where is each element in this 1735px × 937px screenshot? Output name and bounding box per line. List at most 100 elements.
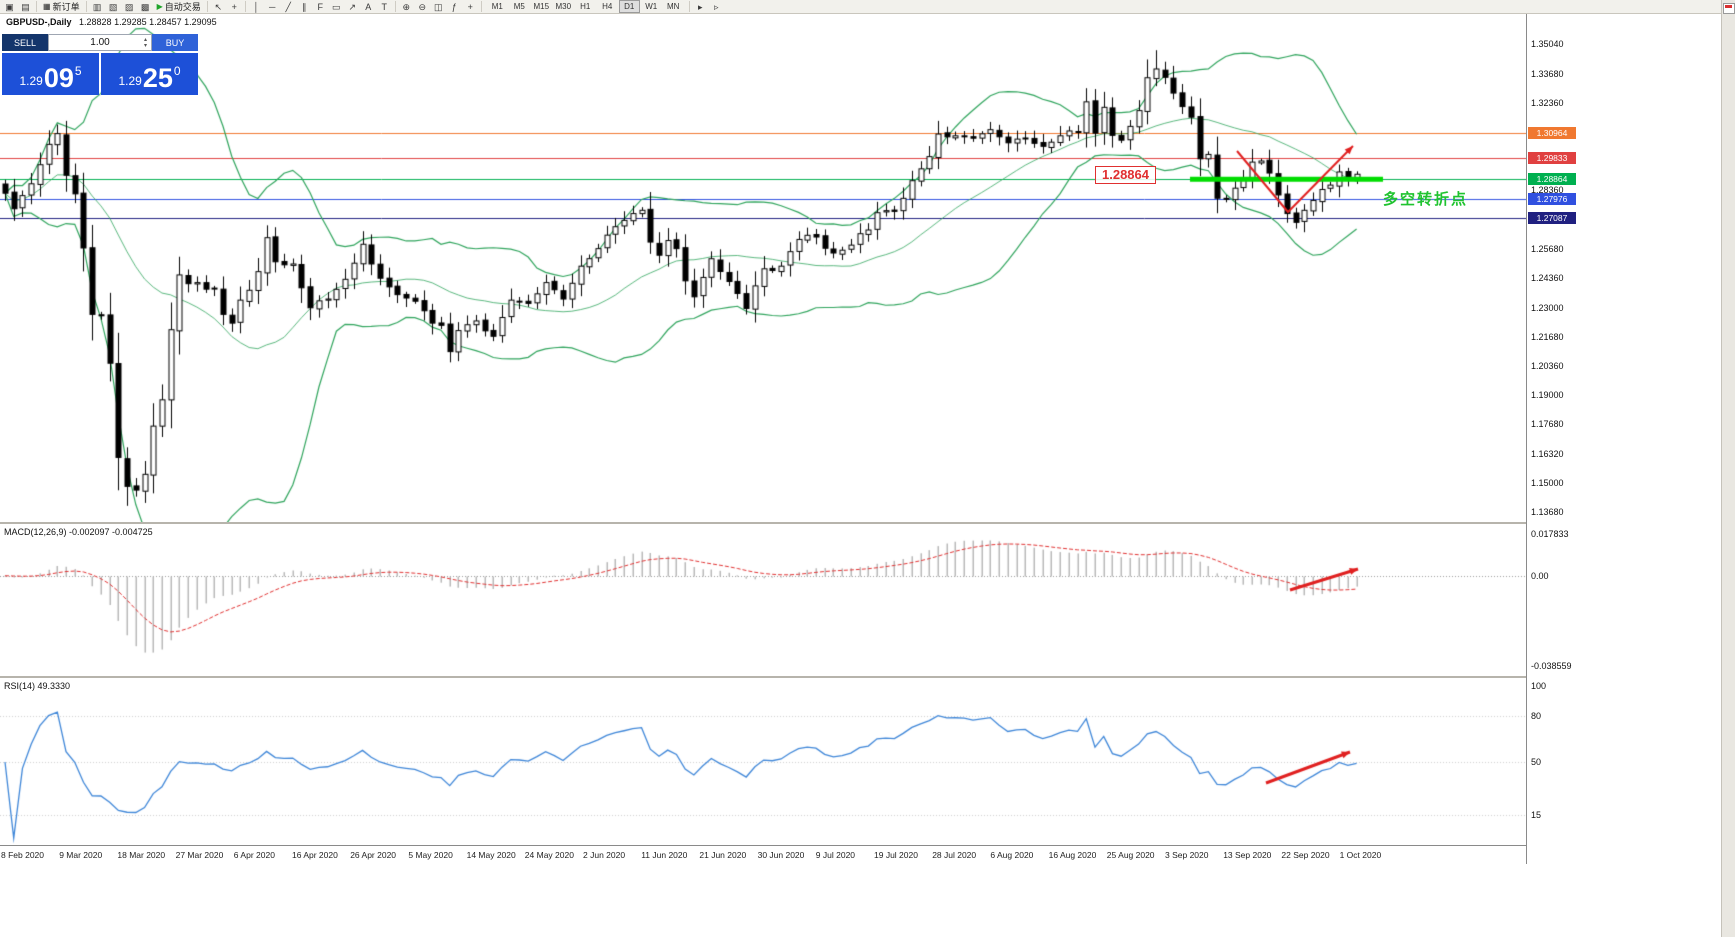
window-separator-rsi[interactable] bbox=[0, 676, 1726, 678]
sell-price-big: 09 bbox=[43, 63, 74, 93]
vertical-line-icon[interactable]: │ bbox=[253, 1, 260, 12]
price-tick-1.23000: 1.23000 bbox=[1531, 302, 1564, 313]
volume-down-icon[interactable]: ▾ bbox=[143, 42, 147, 49]
autotrading-button[interactable]: ▶ 自动交易 bbox=[154, 1, 204, 13]
price-tick-1.35040: 1.35040 bbox=[1531, 39, 1564, 49]
side-strip-icon[interactable] bbox=[1723, 3, 1735, 14]
timeframe-m15[interactable]: M15 bbox=[533, 2, 550, 11]
sell-price-sup: 5 bbox=[74, 64, 82, 78]
date-label: 14 May 2020 bbox=[466, 850, 516, 860]
buy-price-box[interactable]: 1.29 25 0 bbox=[101, 53, 198, 95]
symbol-label: GBPUSD-,Daily bbox=[6, 17, 72, 27]
text-label-icon[interactable]: T bbox=[381, 1, 388, 12]
cursor-icon[interactable]: ↖ bbox=[214, 1, 223, 12]
price-axis[interactable]: 1.350401.336801.323601.310401.296801.283… bbox=[1526, 14, 1723, 864]
market-watch-icon[interactable]: ▥ bbox=[92, 1, 102, 12]
volume-up-icon[interactable]: ▴ bbox=[143, 36, 147, 43]
tile-windows-icon[interactable]: ◫ bbox=[433, 1, 443, 12]
toolbar-separator bbox=[688, 1, 690, 12]
new-order-button-label: 新订单 bbox=[52, 2, 80, 12]
new-order-button[interactable]: ▦ 新订单 bbox=[40, 1, 83, 13]
rsi-tick-80: 80 bbox=[1531, 711, 1542, 722]
price-tick-1.13680: 1.13680 bbox=[1531, 507, 1564, 517]
price-tick-1.21680: 1.21680 bbox=[1531, 331, 1564, 342]
zoom-out-icon[interactable]: ⊖ bbox=[418, 1, 427, 12]
date-label: 5 May 2020 bbox=[408, 850, 453, 860]
macd-canvas[interactable] bbox=[0, 524, 1526, 676]
shapes-icon[interactable]: ▭ bbox=[331, 1, 341, 12]
date-label: 13 Sep 2020 bbox=[1223, 850, 1272, 860]
text-icon[interactable]: A bbox=[365, 1, 372, 12]
one-click-trading-panel: SELL 1.00 ▴ ▾ BUY 1.29 09 5 1.29 25 0 bbox=[2, 34, 198, 95]
price-annotation-label[interactable]: 1.28864 bbox=[1095, 166, 1156, 184]
new-chart-icon[interactable]: ▣ bbox=[5, 1, 14, 12]
autotrading-button-icon: ▶ bbox=[156, 2, 163, 11]
date-label: 27 Mar 2020 bbox=[175, 850, 224, 860]
macd-tick-0.00: 0.00 bbox=[1531, 570, 1549, 581]
price-tick-1.19000: 1.19000 bbox=[1531, 390, 1564, 401]
price-tick-1.33680: 1.33680 bbox=[1531, 68, 1564, 79]
date-label: 9 Jul 2020 bbox=[815, 850, 856, 860]
chart-shift-icon[interactable]: ▸ bbox=[697, 1, 703, 12]
chart-profiles-icon[interactable]: ▤ bbox=[21, 1, 30, 12]
timeframe-d1[interactable]: D1 bbox=[618, 0, 640, 13]
date-label: 19 Jul 2020 bbox=[874, 850, 918, 860]
rsi-label: RSI(14) 49.3330 bbox=[4, 681, 71, 691]
timeframe-m1[interactable]: M1 bbox=[491, 2, 503, 11]
price-tick-1.15000: 1.15000 bbox=[1531, 478, 1564, 489]
date-label: 9 Mar 2020 bbox=[59, 850, 103, 860]
price-tag-1.27976: 1.27976 bbox=[1528, 192, 1576, 205]
price-tag-1.30964: 1.30964 bbox=[1528, 127, 1576, 140]
trendline-icon[interactable]: ╱ bbox=[285, 1, 291, 12]
date-label: 2 Jun 2020 bbox=[583, 850, 626, 860]
crosshair-icon[interactable]: + bbox=[231, 1, 237, 12]
indicators-icon[interactable]: ƒ bbox=[451, 1, 457, 12]
timeframe-w1[interactable]: W1 bbox=[645, 2, 658, 11]
toolbar-separator bbox=[244, 1, 246, 12]
sell-price-box[interactable]: 1.29 09 5 bbox=[2, 53, 99, 95]
price-tick-1.20360: 1.20360 bbox=[1531, 360, 1564, 371]
terminal-icon[interactable]: ▩ bbox=[140, 1, 150, 12]
timeframe-h1[interactable]: H1 bbox=[580, 2, 591, 11]
timeframe-h4[interactable]: H4 bbox=[602, 2, 613, 11]
new-order-button-icon: ▦ bbox=[43, 2, 51, 11]
timeframe-m30[interactable]: M30 bbox=[555, 2, 572, 11]
volume-stepper[interactable]: ▴ ▾ bbox=[141, 35, 150, 50]
navigator-icon[interactable]: ▨ bbox=[124, 1, 134, 12]
sell-button[interactable]: SELL bbox=[2, 34, 48, 51]
price-tick-1.28360: 1.28360 bbox=[1531, 185, 1564, 196]
data-window-icon[interactable]: ▧ bbox=[108, 1, 118, 12]
date-label: 1 Oct 2020 bbox=[1339, 850, 1382, 860]
rsi-canvas[interactable] bbox=[0, 678, 1526, 845]
side-strip[interactable] bbox=[1721, 0, 1735, 937]
toolbar-separator bbox=[394, 1, 396, 12]
arrows-icon[interactable]: ↗ bbox=[348, 1, 357, 12]
zoom-in-icon[interactable]: ⊕ bbox=[402, 1, 411, 12]
toolbar-separator bbox=[206, 1, 208, 12]
date-label: 3 Sep 2020 bbox=[1165, 850, 1209, 860]
fibonacci-icon[interactable]: F bbox=[317, 1, 324, 12]
date-label: 16 Apr 2020 bbox=[292, 850, 338, 860]
macd-tick-0.017833: 0.017833 bbox=[1531, 529, 1569, 539]
toolbar-separator bbox=[36, 1, 37, 12]
window-separator-macd[interactable] bbox=[0, 522, 1726, 524]
sell-price-pre: 1.29 bbox=[19, 74, 43, 88]
buy-price-big: 25 bbox=[142, 63, 173, 93]
timeframe-mn[interactable]: MN bbox=[667, 2, 680, 11]
price-tag-1.28864: 1.28864 bbox=[1528, 173, 1576, 186]
time-axis[interactable]: 8 Feb 2020 9 Mar 2020 18 Mar 2020 27 Mar 20… bbox=[0, 845, 1726, 865]
volume-field[interactable]: 1.00 ▴ ▾ bbox=[48, 34, 152, 51]
main-chart-canvas[interactable] bbox=[0, 14, 1526, 522]
buy-button[interactable]: BUY bbox=[152, 34, 198, 51]
channel-icon[interactable]: ∥ bbox=[302, 1, 307, 12]
date-label: 22 Sep 2020 bbox=[1281, 850, 1330, 860]
timeframe-m5[interactable]: M5 bbox=[513, 2, 525, 11]
turning-point-text[interactable]: 多空转折点 bbox=[1383, 191, 1469, 208]
auto-scroll-icon[interactable]: ▹ bbox=[713, 1, 719, 12]
add-indicator-icon[interactable]: + bbox=[467, 1, 473, 12]
horizontal-line-icon[interactable]: ─ bbox=[269, 1, 276, 12]
rsi-tick-50: 50 bbox=[1531, 757, 1542, 767]
date-label: 28 Jul 2020 bbox=[932, 850, 977, 860]
autotrading-button-label: 自动交易 bbox=[164, 2, 201, 12]
